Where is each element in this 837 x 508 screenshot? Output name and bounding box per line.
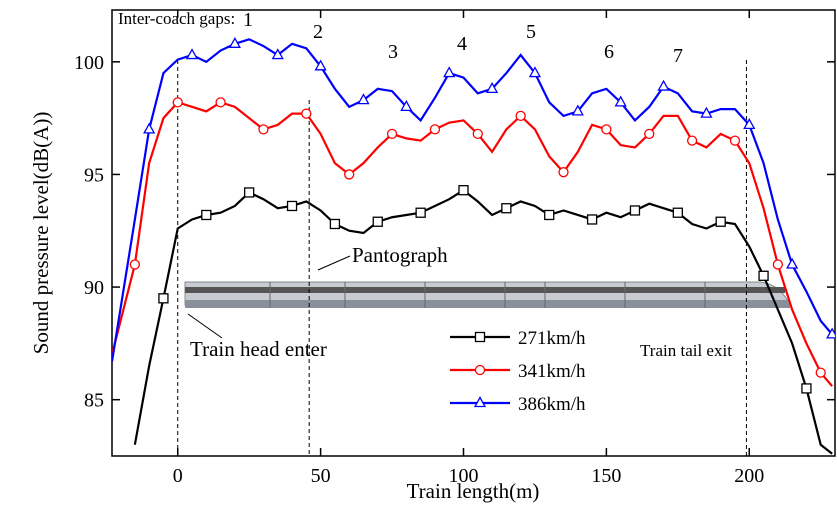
y-tick-label: 95	[84, 164, 104, 186]
marker	[645, 129, 654, 138]
marker	[430, 125, 439, 134]
marker	[759, 271, 768, 280]
gap-number: 6	[604, 41, 614, 63]
legend-label: 271km/h	[518, 328, 586, 349]
marker	[388, 129, 397, 138]
marker	[688, 136, 697, 145]
y-tick-label: 85	[84, 390, 104, 412]
legend-label: 341km/h	[518, 361, 586, 382]
gap-number: 7	[673, 45, 683, 67]
marker	[459, 186, 468, 195]
train-illustration	[185, 282, 790, 308]
marker	[659, 81, 669, 90]
marker	[630, 206, 639, 215]
marker	[716, 217, 725, 226]
x-tick-label: 150	[591, 465, 621, 487]
annotation: Pantograph	[352, 243, 448, 267]
y-tick-label: 90	[84, 277, 104, 299]
marker	[259, 125, 268, 134]
marker	[773, 260, 782, 269]
marker	[559, 168, 568, 177]
marker	[816, 368, 825, 377]
marker	[130, 260, 139, 269]
gap-number: 5	[526, 21, 536, 43]
marker	[802, 384, 811, 393]
marker	[602, 125, 611, 134]
marker	[345, 170, 354, 179]
marker	[144, 124, 154, 133]
marker	[159, 294, 168, 303]
gap-number: 1	[243, 9, 253, 31]
y-tick-label: 100	[74, 52, 104, 74]
marker	[187, 50, 197, 59]
marker	[288, 201, 297, 210]
marker	[302, 109, 311, 118]
annotation: Train tail exit	[640, 341, 732, 360]
marker	[476, 366, 485, 375]
marker	[588, 215, 597, 224]
series-line	[112, 39, 832, 361]
marker	[216, 98, 225, 107]
marker	[787, 259, 797, 268]
gap-number: 2	[313, 21, 323, 43]
marker	[516, 111, 525, 120]
marker	[373, 217, 382, 226]
marker	[473, 129, 482, 138]
x-tick-label: 200	[734, 465, 764, 487]
marker	[330, 219, 339, 228]
x-tick-label: 50	[311, 465, 331, 487]
marker	[730, 136, 739, 145]
x-tick-label: 100	[448, 465, 478, 487]
marker	[416, 208, 425, 217]
arrow	[188, 314, 222, 338]
marker	[476, 333, 485, 342]
marker	[173, 98, 182, 107]
y-axis-label: Sound pressure level(dB(A))	[29, 112, 53, 355]
annotation: Inter-coach gaps:	[118, 9, 235, 28]
chart: Inter-coach gaps: Pantograph Train head …	[0, 0, 837, 508]
x-tick-label: 0	[173, 465, 183, 487]
gap-number: 3	[388, 41, 398, 63]
marker	[245, 188, 254, 197]
marker	[202, 210, 211, 219]
marker	[673, 208, 682, 217]
marker	[444, 68, 454, 77]
arrow	[318, 256, 350, 270]
marker	[545, 210, 554, 219]
annotation: Train head enter	[190, 337, 327, 361]
gap-number: 4	[457, 33, 467, 55]
legend-label: 386km/h	[518, 394, 586, 415]
marker	[502, 204, 511, 213]
